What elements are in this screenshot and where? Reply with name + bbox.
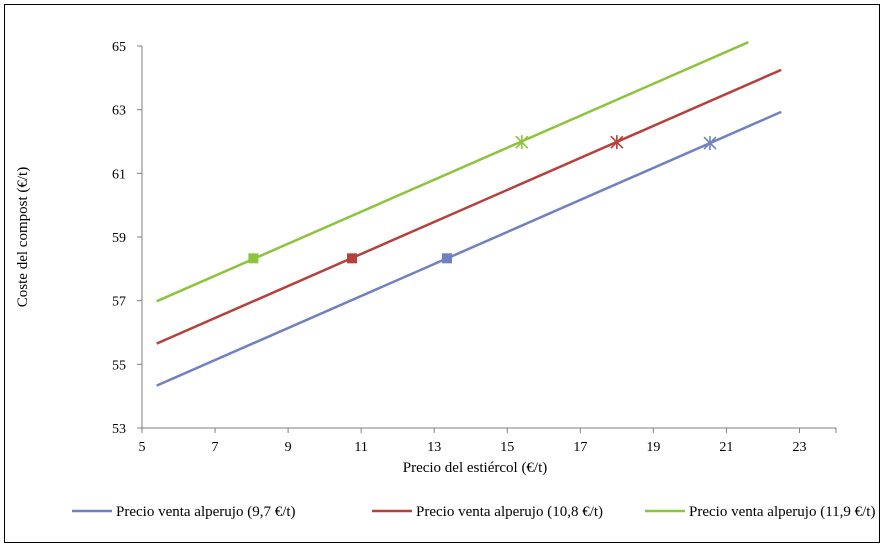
x-tick-label: 13: [427, 440, 441, 455]
series-layer: [156, 41, 782, 387]
y-tick-label: 65: [112, 40, 126, 55]
chart-frame: [4, 4, 880, 543]
legend-label: Precio venta alperujo (9,7 €/t): [116, 504, 296, 520]
y-tick-label: 59: [112, 231, 126, 246]
x-tick-label: 9: [285, 440, 292, 455]
star-marker: [610, 135, 624, 150]
series-line: [156, 41, 749, 303]
y-tick-label: 55: [112, 358, 126, 373]
x-axis-label: Precio del estiércol (€/t): [403, 460, 548, 476]
y-tick-label: 53: [112, 422, 126, 437]
x-tick-label: 23: [792, 440, 806, 455]
series-line: [156, 110, 782, 387]
legend-label: Precio venta alperujo (10,8 €/t): [416, 504, 603, 520]
x-tick-label: 15: [500, 440, 514, 455]
square-marker: [248, 253, 259, 264]
x-tick-label: 17: [573, 440, 587, 455]
series-3: [156, 41, 749, 303]
legend-label: Precio venta alperujo (11,9 €/t): [689, 504, 875, 520]
star-marker: [515, 135, 529, 150]
legend-entry-1: Precio venta alperujo (9,7 €/t): [72, 504, 296, 520]
y-tick-label: 57: [112, 295, 126, 310]
x-tick-label: 5: [139, 440, 146, 455]
square-marker: [441, 253, 452, 264]
series-line: [156, 68, 782, 345]
y-tick-label: 63: [112, 104, 126, 119]
legend-entry-2: Precio venta alperujo (10,8 €/t): [372, 504, 603, 520]
legend-entry-3: Precio venta alperujo (11,9 €/t): [645, 504, 875, 520]
square-marker: [347, 253, 358, 264]
x-tick-label: 11: [354, 440, 367, 455]
x-tick-label: 19: [646, 440, 660, 455]
series-2: [156, 68, 782, 345]
x-tick-label: 7: [212, 440, 219, 455]
y-tick-label: 61: [112, 167, 126, 182]
series-1: [156, 110, 782, 387]
star-marker: [703, 136, 717, 151]
x-tick-label: 21: [719, 440, 733, 455]
legend: Precio venta alperujo (9,7 €/t) Precio ve…: [72, 504, 875, 520]
y-axis-label: Coste del compost (€/t): [15, 167, 31, 307]
